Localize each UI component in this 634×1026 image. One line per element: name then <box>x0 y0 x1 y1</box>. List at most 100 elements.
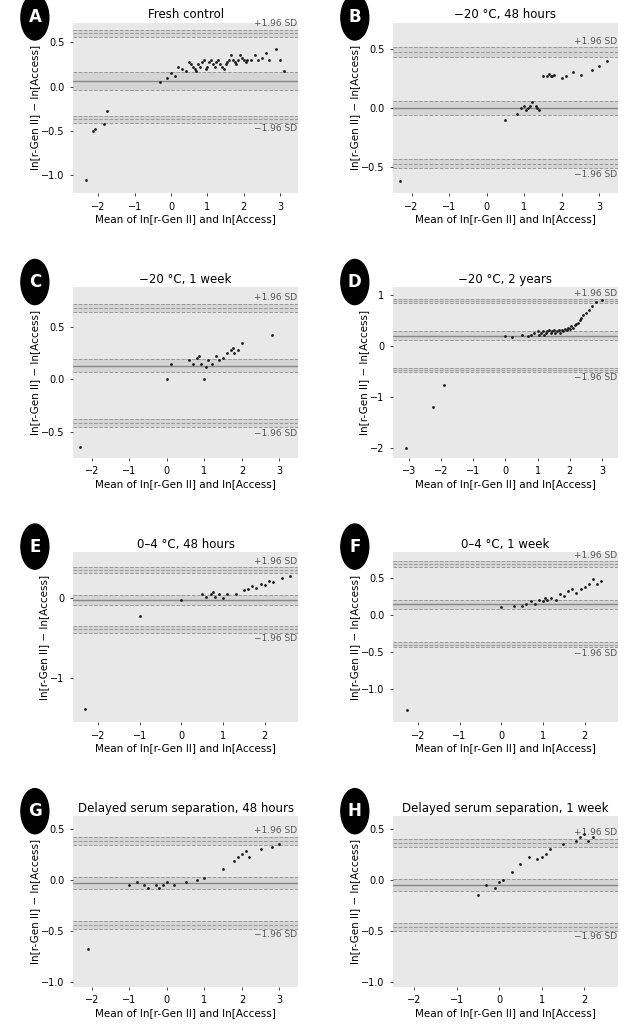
Point <box>275 836 285 853</box>
Point <box>81 701 91 717</box>
Title: 0–4 °C, 1 week: 0–4 °C, 1 week <box>462 538 550 551</box>
Text: −1.96 SD: −1.96 SD <box>254 124 297 133</box>
Point <box>550 592 560 608</box>
Bar <box>393 922 618 931</box>
Point <box>533 100 543 116</box>
Point <box>285 567 295 584</box>
Point <box>218 350 228 366</box>
Point <box>217 58 227 75</box>
Point <box>228 51 238 68</box>
Point <box>230 345 240 361</box>
Text: +1.96 SD: +1.96 SD <box>574 551 617 560</box>
Point <box>563 583 573 599</box>
Point <box>527 93 537 110</box>
Point <box>531 97 541 114</box>
Point <box>481 876 491 893</box>
Point <box>213 51 223 68</box>
Point <box>162 371 172 388</box>
Point <box>233 51 243 68</box>
Point <box>568 320 578 337</box>
Point <box>257 50 267 67</box>
Point <box>428 399 438 416</box>
Point <box>238 51 249 68</box>
Point <box>166 65 176 81</box>
Point <box>555 325 566 342</box>
Point <box>195 355 205 371</box>
Point <box>222 345 232 361</box>
Point <box>256 576 266 592</box>
Point <box>230 53 240 70</box>
Point <box>560 68 571 84</box>
Text: E: E <box>29 538 41 556</box>
Point <box>278 63 288 79</box>
Point <box>264 51 275 68</box>
Point <box>191 63 202 79</box>
Point <box>473 886 483 903</box>
Point <box>519 97 529 114</box>
Text: −1.96 SD: −1.96 SD <box>574 170 617 180</box>
Point <box>184 53 194 70</box>
Bar <box>393 561 618 567</box>
Point <box>219 61 229 77</box>
X-axis label: Mean of ln[r-Gen II] and ln[Access]: Mean of ln[r-Gen II] and ln[Access] <box>95 1009 276 1018</box>
Bar <box>393 47 618 57</box>
Point <box>256 841 266 858</box>
Point <box>587 62 597 78</box>
Point <box>188 58 198 75</box>
Point <box>403 702 413 718</box>
Point <box>579 579 590 595</box>
Bar <box>393 641 618 647</box>
Point <box>566 318 576 334</box>
Point <box>574 312 585 328</box>
Point <box>184 352 195 368</box>
Point <box>188 355 198 371</box>
X-axis label: Mean of ln[r-Gen II] and ln[Access]: Mean of ln[r-Gen II] and ln[Access] <box>95 744 276 753</box>
Point <box>191 350 202 366</box>
Bar <box>73 30 298 37</box>
Point <box>247 578 257 594</box>
Point <box>536 849 547 865</box>
Point <box>231 586 241 602</box>
Point <box>587 298 597 314</box>
Point <box>99 116 109 132</box>
Point <box>223 53 233 70</box>
Point <box>565 321 575 338</box>
Point <box>165 355 176 371</box>
Point <box>576 310 586 326</box>
Point <box>525 97 535 114</box>
Point <box>569 317 579 333</box>
Point <box>548 322 559 339</box>
Point <box>207 584 217 600</box>
Bar <box>73 920 298 929</box>
Point <box>233 849 243 865</box>
Point <box>557 322 567 339</box>
Point <box>541 68 552 84</box>
Point <box>243 581 253 597</box>
Point <box>571 585 581 601</box>
Point <box>235 47 245 64</box>
Title: −20 °C, 2 years: −20 °C, 2 years <box>458 273 552 286</box>
Point <box>553 322 564 339</box>
Bar <box>73 116 298 123</box>
Point <box>75 439 86 456</box>
Point <box>181 873 191 890</box>
Bar <box>393 299 618 303</box>
Bar <box>393 331 618 340</box>
X-axis label: Mean of ln[r-Gen II] and ln[Access]: Mean of ln[r-Gen II] and ln[Access] <box>415 744 596 753</box>
Point <box>162 873 172 890</box>
Point <box>169 876 179 893</box>
Point <box>552 323 562 340</box>
Point <box>214 352 224 368</box>
Point <box>584 576 594 592</box>
Bar <box>393 839 618 847</box>
Point <box>276 570 287 587</box>
Point <box>208 56 218 73</box>
Point <box>191 871 202 887</box>
Point <box>494 873 504 890</box>
Text: A: A <box>29 8 41 27</box>
Point <box>538 593 548 609</box>
Text: C: C <box>29 273 41 291</box>
Text: F: F <box>349 538 361 556</box>
Point <box>158 876 168 893</box>
Bar <box>393 368 618 372</box>
